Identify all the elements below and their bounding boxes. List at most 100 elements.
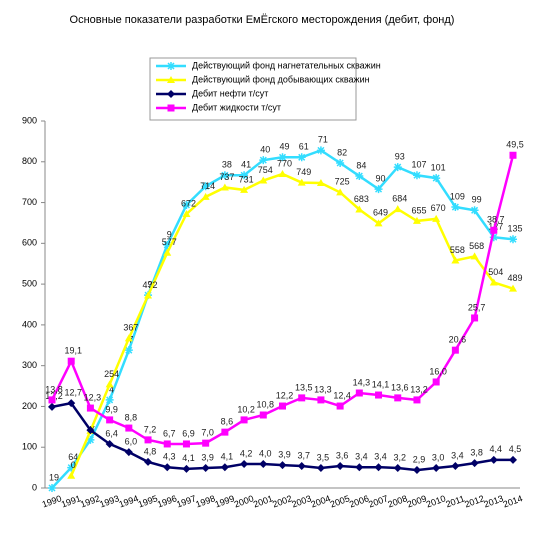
point-label: 4,1 — [182, 453, 195, 463]
point-label: 3,5 — [317, 452, 330, 462]
marker — [316, 146, 325, 155]
point-label: 8,8 — [125, 412, 138, 422]
point-label: 14,1 — [372, 379, 390, 389]
point-label: 672 — [181, 198, 196, 208]
marker — [489, 278, 498, 286]
point-label: 4,0 — [259, 448, 272, 458]
point-label: 93 — [395, 151, 405, 161]
point-label: 10,8 — [257, 399, 275, 409]
point-label: 2,9 — [413, 454, 426, 464]
point-label: 489 — [507, 273, 522, 283]
point-label: 82 — [337, 147, 347, 157]
point-label: 504 — [488, 267, 503, 277]
marker — [67, 471, 76, 479]
marker — [67, 463, 76, 472]
legend-label: Дебит жидкости т/сут — [192, 102, 281, 112]
point-label: 770 — [277, 158, 292, 168]
marker — [470, 459, 479, 468]
point-label: 109 — [450, 191, 465, 201]
marker — [167, 76, 175, 83]
point-label: 14,3 — [353, 377, 371, 387]
marker — [393, 205, 402, 213]
point-label: 135 — [507, 224, 522, 234]
marker — [316, 178, 325, 186]
point-label: 3,7 — [297, 450, 310, 460]
point-label: 3,9 — [201, 452, 214, 462]
point-label: 568 — [469, 241, 484, 251]
point-label: 7,0 — [201, 428, 214, 438]
marker — [182, 440, 190, 448]
marker — [105, 380, 114, 388]
marker — [393, 464, 402, 473]
marker — [374, 219, 383, 227]
marker — [259, 156, 268, 165]
marker — [221, 428, 229, 436]
x-tick-label: 2010 — [425, 493, 447, 509]
marker — [509, 455, 517, 464]
marker — [316, 464, 325, 473]
marker — [125, 424, 133, 432]
marker — [355, 205, 364, 213]
point-label: 20,6 — [449, 335, 467, 345]
point-label: 714 — [200, 181, 215, 191]
y-tick-label: 500 — [22, 278, 37, 288]
marker — [509, 235, 517, 244]
marker — [124, 334, 133, 342]
point-label: 3,6 — [336, 450, 349, 460]
marker — [432, 464, 441, 473]
chart-title: Основные показатели разработки ЕмЁгского… — [70, 14, 455, 26]
marker — [375, 391, 383, 399]
point-label: 254 — [104, 369, 119, 379]
y-tick-label: 200 — [22, 401, 37, 411]
point-label: 3,4 — [355, 452, 368, 462]
marker — [48, 402, 56, 411]
y-tick-label: 100 — [22, 442, 37, 452]
marker — [336, 188, 345, 196]
marker — [144, 291, 153, 299]
point-label: 367 — [123, 323, 138, 333]
marker — [394, 394, 402, 402]
point-label: 61 — [299, 142, 309, 152]
marker — [182, 464, 191, 473]
point-label: 725 — [335, 177, 350, 187]
marker — [317, 396, 325, 404]
marker — [470, 206, 479, 215]
point-label: 683 — [354, 194, 369, 204]
marker — [240, 459, 249, 468]
marker — [432, 214, 441, 222]
point-label: 684 — [392, 193, 407, 203]
point-label: 3,2 — [393, 452, 406, 462]
marker — [355, 463, 364, 472]
marker — [67, 399, 76, 408]
marker — [278, 153, 287, 162]
point-label: 3,4 — [374, 452, 387, 462]
marker — [163, 463, 172, 472]
marker — [432, 174, 441, 183]
marker — [451, 461, 460, 470]
marker — [355, 389, 363, 397]
point-label: 13,5 — [295, 382, 313, 392]
marker — [182, 209, 191, 217]
marker — [124, 346, 133, 355]
marker — [451, 203, 460, 212]
y-tick-label: 900 — [22, 115, 37, 125]
marker — [163, 248, 172, 256]
point-label: 107 — [411, 160, 426, 170]
marker — [202, 439, 210, 447]
point-label: 4,8 — [144, 446, 157, 456]
point-label: 38 — [222, 160, 232, 170]
point-label: 6,7 — [163, 428, 176, 438]
marker — [259, 459, 268, 468]
marker — [470, 252, 479, 260]
marker — [240, 416, 248, 424]
point-label: 101 — [431, 162, 446, 172]
x-tick-label: 2014 — [502, 493, 524, 509]
marker — [412, 466, 421, 475]
marker — [297, 153, 306, 162]
point-label: 25,7 — [468, 302, 486, 312]
point-label: 38,7 — [487, 215, 505, 225]
point-label: 6,9 — [182, 428, 195, 438]
series-line — [50, 154, 515, 446]
point-label: 49,5 — [506, 140, 524, 150]
